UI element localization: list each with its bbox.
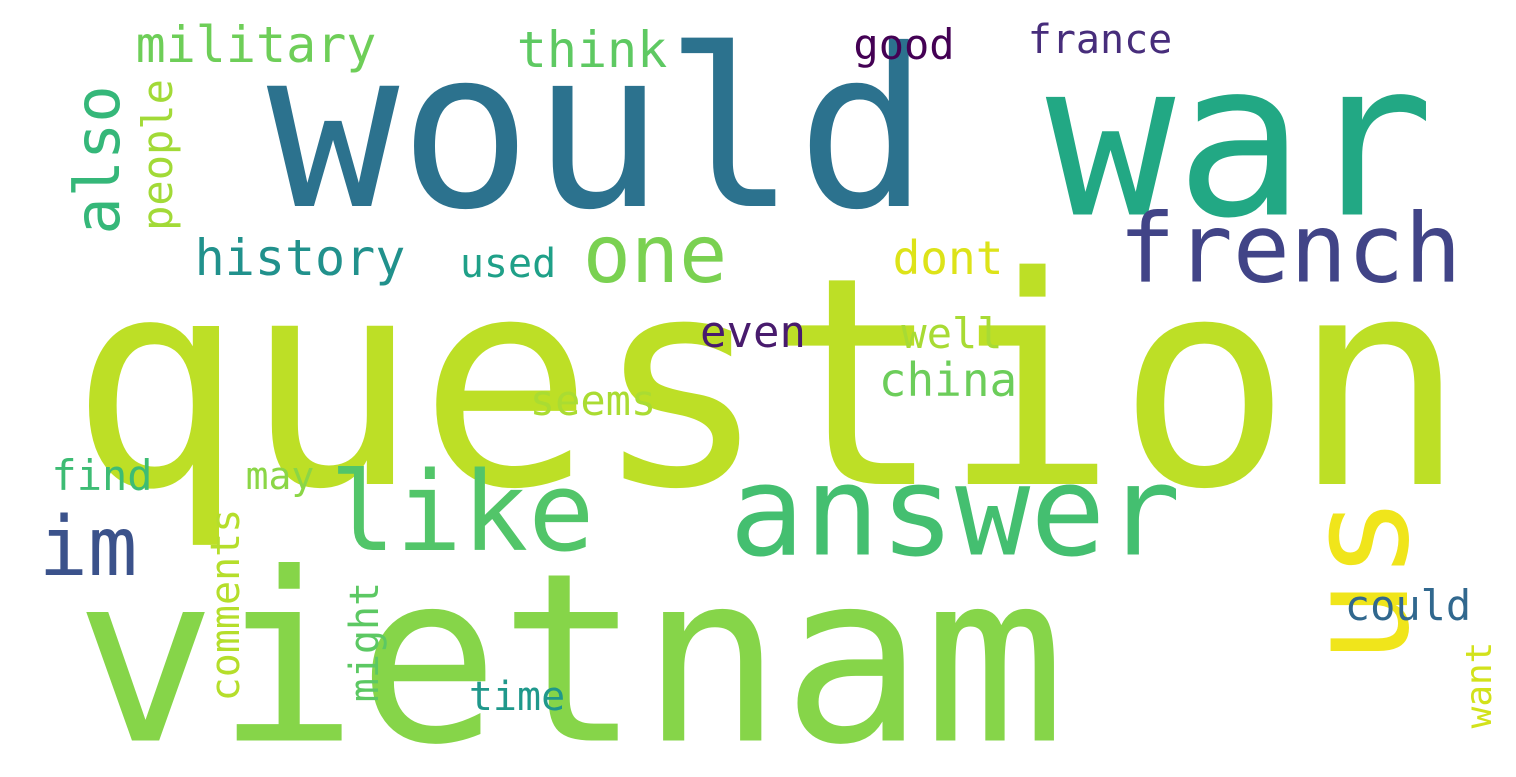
word-well: well [901, 309, 1003, 358]
word-france: france [1027, 17, 1173, 63]
word-answer: answer [729, 439, 1181, 585]
word-question: question [69, 216, 1467, 553]
word-like: like [329, 448, 595, 576]
word-would: would [266, 2, 930, 258]
word-might: might [342, 581, 388, 703]
word-history: history [194, 229, 406, 287]
word-could: could [1344, 581, 1472, 630]
word-im: im [38, 500, 138, 595]
word-us: us [1278, 495, 1441, 665]
word-one: one [582, 208, 728, 301]
word-also: also [61, 85, 134, 235]
word-comments: comments [203, 508, 249, 702]
word-time: time [468, 674, 566, 720]
word-seems: seems [529, 376, 657, 425]
word-think: think [516, 21, 668, 79]
word-used: used [459, 241, 557, 287]
word-french: french [1118, 194, 1462, 305]
word-china: china [878, 353, 1018, 407]
word-dont: dont [892, 231, 1004, 285]
word-want: want [1459, 641, 1500, 729]
word-war: war [1045, 14, 1435, 266]
word-military: military [135, 16, 377, 74]
word-good: good [853, 20, 955, 69]
word-even: even [700, 307, 806, 358]
word-people: people [133, 79, 182, 231]
word-vietnam: vietnam [74, 523, 1066, 777]
word-find: find [51, 451, 153, 500]
word-may: may [245, 454, 315, 498]
